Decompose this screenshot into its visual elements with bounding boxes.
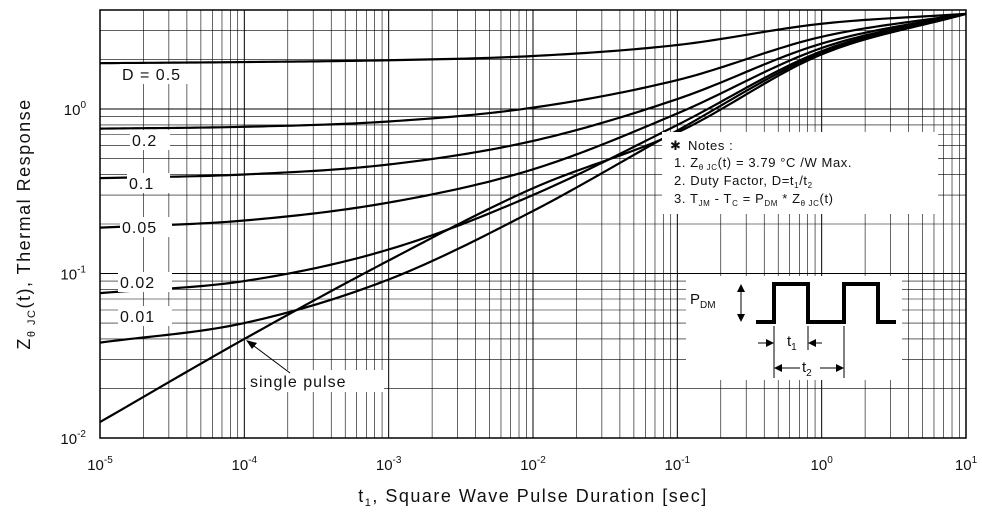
note-1: 1. Zθ JC(t) = 3.79 °C /W Max. — [674, 155, 852, 172]
x-tick-label: 101 — [955, 455, 978, 474]
notes-box: ✱ Notes : 1. Zθ JC(t) = 3.79 °C /W Max. … — [662, 132, 938, 214]
y-tick-label: 10-2 — [60, 429, 86, 448]
pulse-pdm-arrowhead-down — [737, 314, 745, 322]
series-label-02: 0.2 — [132, 133, 157, 150]
series-label-001: 0.01 — [120, 309, 155, 326]
series-label-002: 0.02 — [120, 275, 155, 292]
y-tick-label: 10-1 — [60, 265, 86, 284]
notes-background — [662, 132, 938, 214]
pulse-diagram-background — [686, 276, 902, 380]
x-tick-labels: 10-5 10-4 10-3 10-2 10-1 100 101 — [87, 455, 977, 474]
series-lines — [99, 12, 967, 424]
series-line-1 — [99, 12, 967, 130]
pulse-t2-label: t2 — [802, 359, 812, 379]
series-line-6 — [99, 12, 967, 424]
series-label-d05: D = 0.5 — [122, 67, 181, 84]
pulse-t1-arrowhead-left — [766, 339, 774, 347]
pulse-t1-label: t1 — [787, 333, 797, 353]
pulse-t2-arrowhead-left — [774, 364, 782, 372]
pulse-t2-arrowhead-right — [836, 364, 844, 372]
pulse-pdm-label: PDM — [690, 291, 716, 311]
notes-bullet: ✱ — [670, 138, 682, 153]
x-axis-title: t1, Square Wave Pulse Duration [sec] — [358, 486, 708, 509]
series-line-5 — [99, 12, 967, 344]
single-pulse-arrowhead — [246, 340, 257, 349]
x-tick-label: 10-3 — [376, 455, 402, 474]
note-3: 3. TJM - TC = PDM * Zθ JC(t) — [674, 191, 834, 208]
series-line-0 — [99, 12, 967, 65]
series-line-3 — [99, 12, 967, 229]
x-tick-label: 10-5 — [87, 455, 113, 474]
x-tick-label: 100 — [811, 455, 834, 474]
series-label-005: 0.05 — [122, 220, 157, 237]
single-pulse-leader — [249, 342, 291, 374]
plot-frame — [99, 9, 967, 439]
series-labels: D = 0.5 0.2 0.1 0.05 0.02 0.01 single pu… — [118, 64, 384, 392]
notes-title: Notes : — [688, 138, 733, 153]
series-label-01: 0.1 — [129, 176, 154, 193]
series-label-single-pulse: single pulse — [250, 374, 347, 391]
x-tick-label: 10-4 — [232, 455, 258, 474]
y-tick-label: 100 — [64, 100, 87, 119]
x-tick-label: 10-1 — [665, 455, 691, 474]
y-axis-title: Zθ JC(t), Thermal Response — [14, 98, 38, 349]
series-line-4 — [99, 12, 967, 295]
y-tick-labels: 10-2 10-1 100 — [60, 100, 86, 448]
x-tick-label: 10-2 — [520, 455, 546, 474]
pulse-pdm-arrowhead-up — [737, 284, 745, 292]
note-2: 2. Duty Factor, D=t1/t2 — [674, 173, 813, 190]
series-line-2 — [99, 12, 967, 180]
pulse-diagram: PDM t1 t2 — [686, 276, 902, 380]
pulse-waveform — [756, 282, 896, 324]
pulse-t1-arrowhead-right — [808, 339, 816, 347]
